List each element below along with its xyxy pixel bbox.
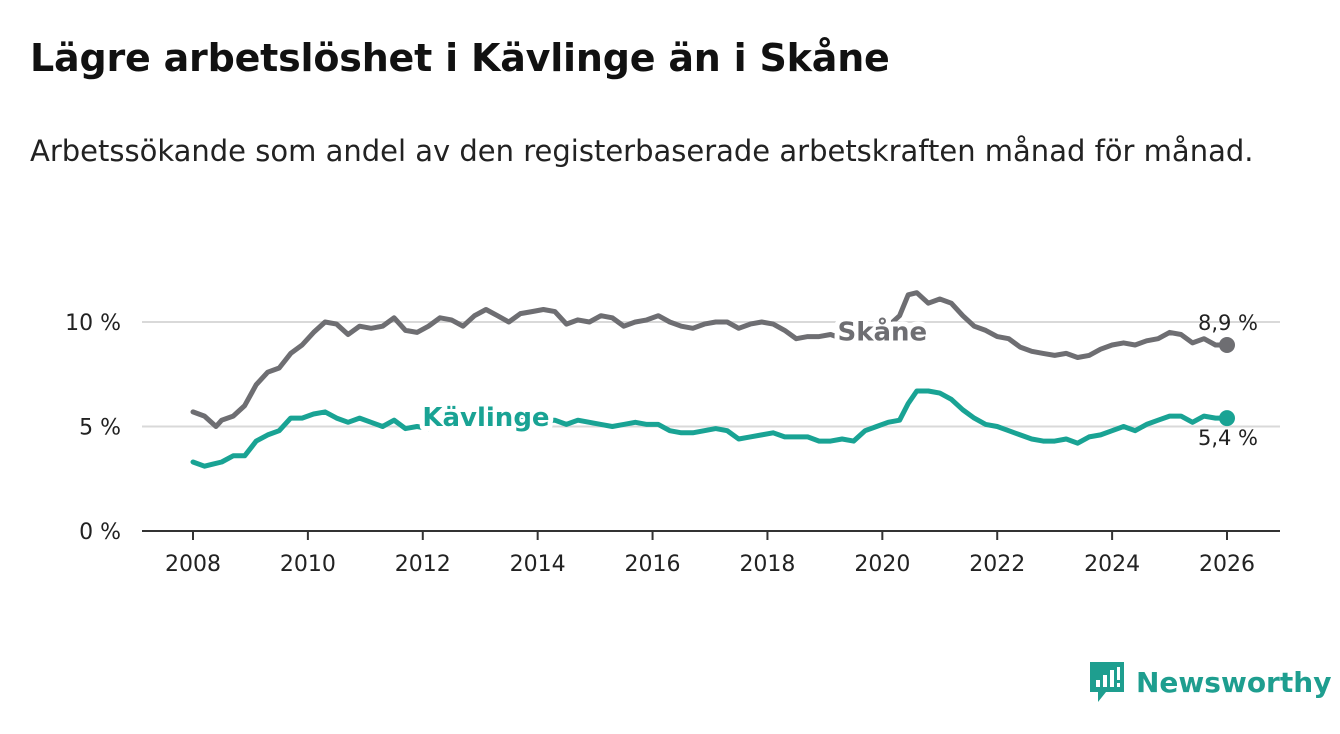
- series-label-sk-ne: Skåne: [837, 315, 927, 347]
- y-tick-label: 0 %: [79, 520, 121, 545]
- chart-subtitle: Arbetssökande som andel av den registerb…: [30, 134, 1254, 168]
- y-tick-label: 10 %: [65, 311, 121, 336]
- series-line-k-vlinge: [190, 388, 1230, 469]
- x-tick-label: 2024: [1084, 552, 1140, 577]
- series-end-point-sk-ne: [1219, 336, 1235, 353]
- x-tick-label: 2020: [854, 552, 910, 577]
- series-label-k-vlinge: Kävlinge: [422, 403, 549, 433]
- y-tick-label: 5 %: [79, 416, 121, 441]
- x-tick-label: 2022: [969, 552, 1025, 577]
- series-labels: 8,9 % Skåne 5,4 % Kävlinge: [417, 310, 1258, 450]
- x-tick-label: 2010: [280, 552, 336, 577]
- x-tick-label: 2016: [625, 552, 681, 577]
- x-axis: 2008 2010 2012 2014 2016 2018 2020 2022 2024 2026: [142, 530, 1280, 577]
- y-axis-labels: 0 % 5 % 10 %: [65, 311, 121, 545]
- newsworthy-logo-icon: [1090, 662, 1124, 702]
- gridlines: [142, 321, 1280, 428]
- x-tick-label: 2014: [510, 552, 566, 577]
- chart-title: Lägre arbetslöshet i Kävlinge än i Skåne: [30, 36, 890, 80]
- end-value-label-k-vlinge: 5,4 %: [1198, 426, 1258, 450]
- brand-name: Newsworthy: [1136, 665, 1332, 699]
- newsworthy-brand: Newsworthy: [1088, 660, 1331, 704]
- series-end-point-k-vlinge: [1219, 410, 1235, 427]
- x-tick-label: 2008: [165, 552, 221, 577]
- series-lines: [190, 290, 1235, 469]
- x-tick-label: 2012: [395, 552, 451, 577]
- x-tick-label: 2018: [739, 552, 795, 577]
- end-value-label-sk-ne: 8,9 %: [1198, 311, 1258, 335]
- series-line-sk-ne: [190, 290, 1230, 429]
- x-tick-label: 2026: [1199, 552, 1255, 577]
